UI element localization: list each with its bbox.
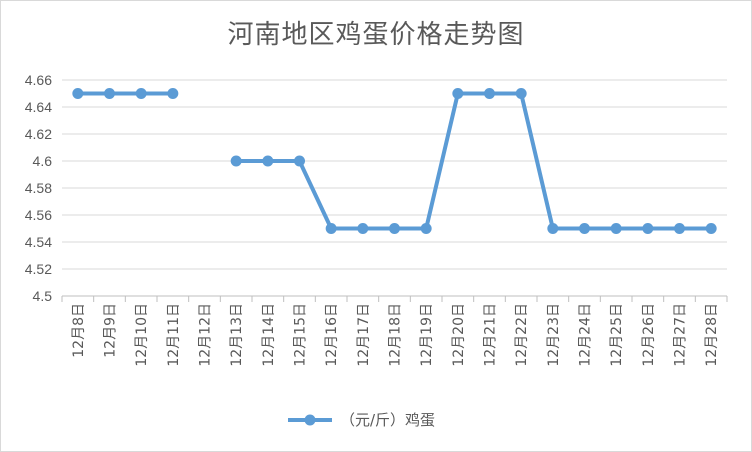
series-egg-price (72, 88, 717, 234)
x-tick-label: 12月14日 (261, 303, 277, 367)
x-tick-label: 12月9日 (103, 303, 119, 358)
data-point (515, 88, 527, 99)
y-tick-label: 4.62 (25, 126, 52, 142)
x-tick-label: 12月24日 (578, 303, 594, 367)
data-point (230, 155, 242, 167)
data-point (579, 223, 590, 234)
series-line-segment (297, 159, 334, 231)
x-tick-label: 12月23日 (546, 303, 562, 367)
x-tick-label: 12月26日 (641, 303, 657, 367)
x-tick-label: 12月19日 (419, 303, 435, 367)
y-tick-label: 4.58 (25, 180, 52, 196)
x-tick-label: 12月18日 (388, 303, 404, 367)
x-tick-label: 12月28日 (704, 303, 720, 367)
x-tick-label: 12月15日 (293, 303, 309, 367)
data-point (357, 223, 369, 234)
x-tick-label: 12月8日 (71, 303, 87, 358)
data-point (642, 223, 654, 234)
axes (61, 295, 728, 302)
y-tick-label: 4.64 (25, 99, 52, 115)
x-tick-label: 12月22日 (514, 303, 530, 367)
x-axis-ticks: 12月8日 12月9日 12月10日 12月11日 12月12日 12月13日 12月14日… (71, 303, 720, 367)
gridlines (62, 79, 727, 270)
series-line-segment (424, 91, 460, 231)
series-line-segment (519, 91, 555, 231)
x-tick-label: 12月21日 (483, 303, 499, 367)
legend-label: （元/斤）鸡蛋 (340, 411, 435, 429)
y-tick-label: 4.6 (33, 153, 53, 169)
legend: （元/斤）鸡蛋 (288, 411, 435, 429)
data-point (135, 88, 147, 99)
x-tick-label: 12月17日 (356, 303, 372, 367)
data-point (484, 88, 495, 99)
data-point (389, 223, 400, 234)
data-point (167, 88, 179, 99)
x-tick-label: 12月16日 (324, 303, 340, 367)
data-point (325, 223, 337, 234)
data-point (294, 155, 305, 167)
x-tick-label: 12月20日 (451, 303, 467, 367)
data-point (705, 223, 717, 234)
y-tick-label: 4.54 (25, 234, 52, 250)
x-tick-label: 12月27日 (673, 303, 689, 367)
data-point (547, 223, 559, 234)
data-point (452, 88, 464, 99)
y-tick-label: 4.52 (25, 261, 52, 277)
y-tick-label: 4.5 (33, 288, 53, 304)
x-tick-label: 12月12日 (198, 303, 214, 367)
chart-title: 河南地区鸡蛋价格走势图 (227, 20, 525, 50)
y-tick-label: 4.56 (25, 207, 52, 223)
y-tick-label: 4.66 (25, 72, 52, 88)
x-tick-label: 12月10日 (134, 303, 150, 367)
data-point (104, 88, 115, 99)
data-point (262, 155, 274, 167)
y-axis-ticks: 4.5 4.52 4.54 4.56 4.58 4.6 4.62 4.64 4.66 (25, 72, 52, 304)
data-point (420, 223, 432, 234)
legend-marker (304, 414, 316, 426)
data-point (674, 223, 685, 234)
x-tick-label: 12月25日 (609, 303, 625, 367)
x-tick-label: 12月13日 (229, 303, 245, 367)
data-point (72, 88, 84, 99)
x-tick-label: 12月11日 (166, 303, 182, 367)
data-point (610, 223, 622, 234)
